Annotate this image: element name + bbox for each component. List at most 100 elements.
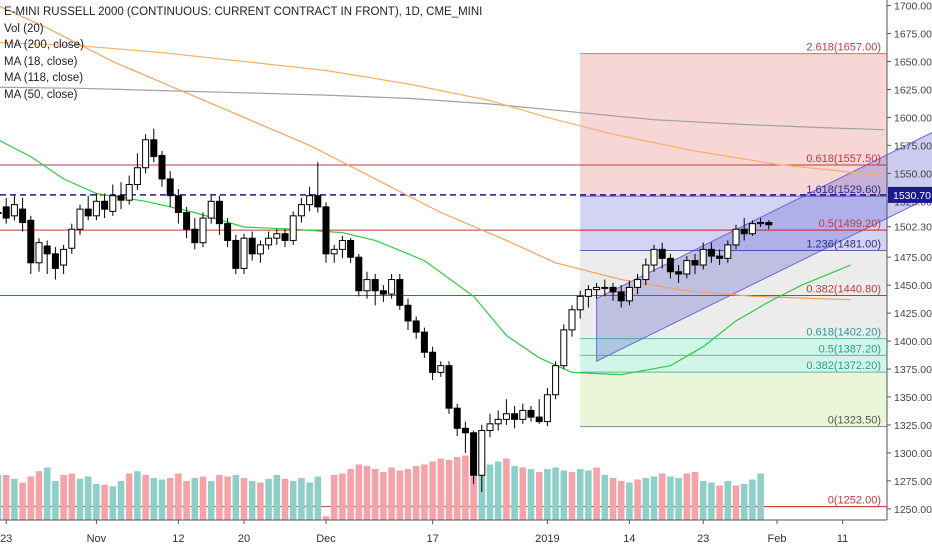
candle-body xyxy=(183,211,191,230)
candle-body xyxy=(306,195,314,206)
volume-bar xyxy=(470,452,477,520)
y-tick-label: 1375.00 xyxy=(894,364,932,376)
volume-bar xyxy=(117,481,125,520)
candle-body xyxy=(215,200,223,225)
volume-bar xyxy=(650,476,658,520)
volume-bar xyxy=(683,473,691,520)
volume-bar xyxy=(396,470,404,520)
x-tick-label: 2019 xyxy=(535,533,559,545)
chart-legend: E-MINI RUSSELL 2000 (CONTINUOUS: CURRENT… xyxy=(4,4,482,103)
candle-body xyxy=(552,365,560,396)
volume-bar xyxy=(576,469,584,520)
x-tick-label: 14 xyxy=(623,533,635,545)
candle-body xyxy=(429,351,437,373)
x-tick-label: 17 xyxy=(426,533,438,545)
x-tick-label: 23 xyxy=(697,533,709,545)
candle-body xyxy=(658,248,666,259)
volume-bar xyxy=(306,482,313,520)
volume-bar xyxy=(0,475,2,520)
volume-bar xyxy=(503,458,510,520)
volume-bar xyxy=(585,470,592,520)
volume-bar xyxy=(191,478,199,520)
volume-bar xyxy=(609,478,617,520)
candle-body xyxy=(519,409,527,420)
ma-line-1 xyxy=(0,41,884,177)
volume-bar xyxy=(43,467,51,520)
candle-body xyxy=(593,286,601,291)
candle-body xyxy=(51,253,59,269)
candle-body xyxy=(765,222,773,226)
candle-body xyxy=(494,418,502,425)
volume-bar xyxy=(527,469,535,520)
candle-body xyxy=(609,286,617,293)
volume-bar xyxy=(125,473,133,520)
legend-study-ma200[interactable]: MA (200, close) xyxy=(4,39,84,51)
fib-zone-4 xyxy=(580,372,887,427)
y-tick-label: 1675.00 xyxy=(894,29,932,41)
volume-bar xyxy=(248,481,256,520)
candle-body xyxy=(412,320,420,333)
candle-body xyxy=(43,245,51,255)
legend-study-volume[interactable]: Vol (20) xyxy=(4,22,44,35)
y-tick-label: 1250.00 xyxy=(894,504,932,516)
legend-study-ma118[interactable]: MA (118, close) xyxy=(4,72,84,84)
candle-body xyxy=(527,409,535,418)
candle-body xyxy=(420,331,428,353)
volume-bar xyxy=(207,481,215,520)
legend-symbol[interactable]: E-MINI RUSSELL 2000 (CONTINUOUS: CURRENT… xyxy=(4,6,483,18)
last-price-tag xyxy=(888,186,932,203)
candle-body xyxy=(707,248,715,257)
candle-body xyxy=(35,242,43,264)
candle-body xyxy=(297,204,305,217)
volume-bar xyxy=(273,475,281,520)
volume-bar xyxy=(404,469,412,520)
fib-zone-0 xyxy=(580,53,887,197)
fib-level-label-2: 1.618(1529.60) xyxy=(806,184,881,196)
volume-bar xyxy=(281,478,289,520)
volume-bar xyxy=(166,478,174,520)
volume-bar xyxy=(289,481,297,520)
legend-study-ma50[interactable]: MA (50, close) xyxy=(4,88,78,101)
y-tick-label: 1625.00 xyxy=(894,84,932,96)
candle-body xyxy=(683,260,691,275)
volume-bar xyxy=(486,464,494,520)
candle-body xyxy=(511,413,519,420)
volume-bar xyxy=(371,469,379,520)
volume-bar xyxy=(158,479,166,520)
candle-body xyxy=(207,200,215,219)
y-tick-label: 1300.00 xyxy=(894,448,932,460)
volume-bar xyxy=(330,475,338,520)
candle-body xyxy=(642,264,650,281)
candle-body xyxy=(2,206,10,219)
candle-body xyxy=(625,286,633,302)
volume-bar xyxy=(240,478,248,520)
volume-bar xyxy=(412,466,420,520)
volume-bar xyxy=(593,467,600,520)
volume-bar xyxy=(150,478,158,520)
candle-body xyxy=(117,195,125,201)
candle-body xyxy=(248,237,256,255)
candle-body xyxy=(716,255,724,259)
candle-body xyxy=(748,223,756,235)
volume-bar xyxy=(355,464,363,520)
volume-bar xyxy=(224,476,231,520)
candle-body xyxy=(355,256,363,292)
legend-study-ma18[interactable]: MA (18, close) xyxy=(4,55,78,68)
volume-bar xyxy=(511,466,518,520)
fib-level-label-9: 0(1323.50) xyxy=(828,415,881,427)
volume-bar xyxy=(699,481,707,520)
candle-body xyxy=(142,139,150,169)
volume-bar xyxy=(19,482,26,520)
volume-bar xyxy=(339,473,346,520)
volume-bar xyxy=(68,473,76,520)
candle-body xyxy=(109,195,117,212)
candle-body xyxy=(576,295,584,311)
y-tick-label: 1450.00 xyxy=(894,280,932,292)
volume-bar xyxy=(437,458,445,520)
candle-body xyxy=(379,290,387,295)
last-price-label: 1530.70 xyxy=(893,190,931,202)
volume-bar xyxy=(740,484,748,520)
candle-body xyxy=(150,139,158,158)
candle-body xyxy=(535,416,543,423)
